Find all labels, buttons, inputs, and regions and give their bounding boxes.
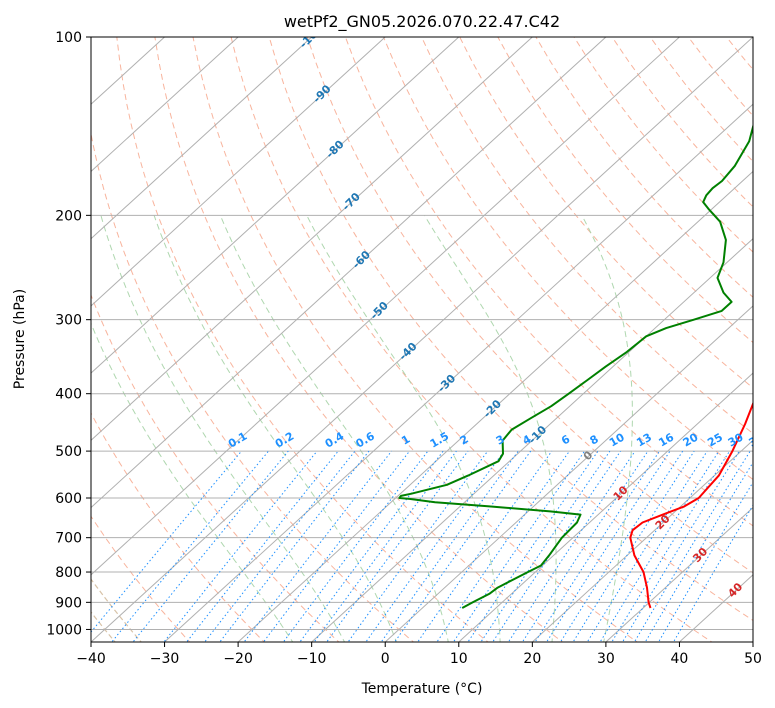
dry-adiabat — [459, 37, 753, 389]
isotherm-line — [605, 506, 753, 642]
isotherm-line — [91, 37, 607, 509]
mixing-ratio-line — [507, 450, 636, 642]
x-axis-title: Temperature (°C) — [361, 681, 483, 697]
isotherm-line — [91, 37, 680, 576]
mixing-ratio-line — [380, 450, 519, 642]
mixing-ratio-line — [111, 450, 269, 642]
dry-adiabat — [230, 37, 713, 642]
y-tick-label: 700 — [55, 531, 82, 547]
mixing-ratio-line — [243, 450, 392, 642]
isotherm-line — [91, 37, 533, 442]
y-axis-title: Pressure (hPa) — [12, 289, 28, 389]
dry-adiabat — [497, 37, 753, 344]
dry-adiabat — [382, 37, 753, 481]
mixing-ratio-line — [132, 450, 289, 642]
dry-adiabat — [268, 37, 753, 622]
mixing-ratio-line — [586, 450, 708, 642]
dewpoint-profile-line — [398, 123, 753, 609]
moist-adiabat — [581, 215, 633, 642]
mixing-ratio-line — [546, 450, 671, 642]
y-tick-label: 600 — [55, 491, 82, 507]
mixing-ratio-line — [347, 450, 489, 642]
isotherm-line — [164, 103, 753, 642]
mixing-ratio-line — [185, 450, 339, 642]
x-tick-label: −30 — [150, 651, 180, 667]
mixing-ratio-line — [492, 450, 622, 642]
mixing-ratio-line — [326, 450, 469, 642]
moist-adiabat — [100, 215, 346, 642]
dry-adiabat — [306, 37, 753, 574]
mixing-ratio-line — [394, 450, 532, 642]
plot-area: -100-90-80-70-60-50-40-30-20-10010203040… — [91, 37, 766, 642]
x-tick-label: −10 — [297, 651, 327, 667]
mixing-ratio-line — [467, 450, 599, 642]
y-tick-label: 500 — [55, 444, 82, 460]
x-tick-label: 50 — [744, 651, 762, 667]
mixing-ratio-line — [599, 450, 720, 642]
y-tick-label: 1000 — [46, 622, 82, 638]
y-tick-label: 800 — [55, 565, 82, 581]
mixing-ratio-line — [365, 450, 505, 642]
mixing-ratio-line — [572, 450, 695, 642]
y-tick-label: 300 — [55, 313, 82, 329]
mixing-ratio-line — [204, 450, 356, 642]
isotherm-line — [91, 37, 753, 642]
isotherm-line — [458, 372, 753, 642]
x-tick-label: 0 — [381, 651, 390, 667]
x-tick-label: 20 — [523, 651, 541, 667]
isotherm-line — [91, 37, 239, 173]
dry-adiabat — [91, 412, 265, 642]
mixing-ratio-line — [611, 450, 731, 642]
x-tick-label: −40 — [76, 651, 106, 667]
x-tick-label: 30 — [597, 651, 615, 667]
mixing-ratio-line — [452, 450, 586, 642]
isotherm-line — [91, 37, 460, 374]
x-tick-label: −20 — [223, 651, 253, 667]
dry-adiabat — [535, 37, 753, 298]
mixing-ratio-line — [219, 450, 370, 642]
dry-adiabat — [116, 37, 489, 642]
temperature-profile-line — [629, 401, 753, 609]
moist-adiabat — [91, 322, 294, 642]
mixing-ratio-line — [534, 450, 660, 642]
isotherm-line — [237, 170, 753, 642]
y-tick-label: 100 — [55, 30, 82, 46]
mixing-ratio-line — [521, 450, 649, 642]
mixing-ratio-label: 36 — [746, 430, 766, 449]
y-tick-label: 200 — [55, 208, 82, 224]
x-tick-label: 10 — [450, 651, 468, 667]
y-tick-label: 900 — [55, 595, 82, 611]
mixing-ratio-line — [559, 450, 684, 642]
isotherm-line — [384, 305, 753, 642]
moist-adiabat — [423, 215, 557, 642]
mixing-ratio-line — [313, 450, 457, 642]
mixing-ratio-line — [436, 450, 570, 642]
y-tick-label: 400 — [55, 387, 82, 403]
mixing-ratio-line — [163, 450, 318, 642]
dry-adiabat — [192, 37, 639, 642]
dry-adiabat — [421, 37, 753, 435]
mixing-ratio-line — [417, 450, 553, 642]
moist-adiabat — [306, 215, 501, 642]
mixing-ratio-line — [658, 481, 753, 642]
dry-adiabat — [344, 37, 753, 527]
axes: −40 −30 −20 −10 0 10 20 30 40 50 100 200 300 400 500 60… — [46, 30, 762, 667]
isotherm-line — [91, 37, 313, 240]
isotherm-line — [531, 439, 753, 642]
x-tick-label: 40 — [671, 651, 689, 667]
plot-frame — [90, 36, 754, 643]
dry-adiabat — [154, 37, 564, 642]
isotherm-line — [91, 37, 386, 307]
moist-adiabat — [219, 215, 449, 642]
chart-title: wetPf2_GN05.2026.070.22.47.C42 — [284, 12, 560, 32]
dry-adiabat — [91, 293, 340, 642]
moist-adiabat — [153, 215, 397, 642]
mixing-ratio-line — [480, 450, 611, 642]
